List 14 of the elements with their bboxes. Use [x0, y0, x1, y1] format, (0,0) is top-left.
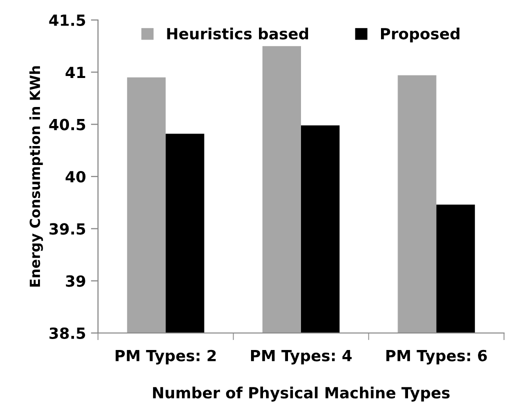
- y-tick-label: 39: [66, 275, 86, 287]
- y-tick-label: 40: [66, 170, 86, 183]
- y-tick-label: 41: [66, 66, 86, 78]
- y-tick-label: 39.5: [50, 223, 86, 235]
- y-tick-label: 40.5: [49, 118, 86, 130]
- x-axis-title: Number of Physical Machine Types: [153, 386, 450, 402]
- y-tick-label: 41.5: [49, 14, 86, 26]
- x-tick-label: PM Types: 6: [386, 350, 487, 364]
- legend-label: Heuristics based: [167, 28, 308, 40]
- legend-label: Proposed: [381, 28, 460, 42]
- y-tick-label: 38.5: [50, 327, 86, 340]
- x-tick-label: PM Types: 2: [116, 350, 216, 364]
- x-tick-label: PM Types: 4: [251, 350, 352, 364]
- y-axis-title: Energy Consumption in KWh: [29, 66, 43, 287]
